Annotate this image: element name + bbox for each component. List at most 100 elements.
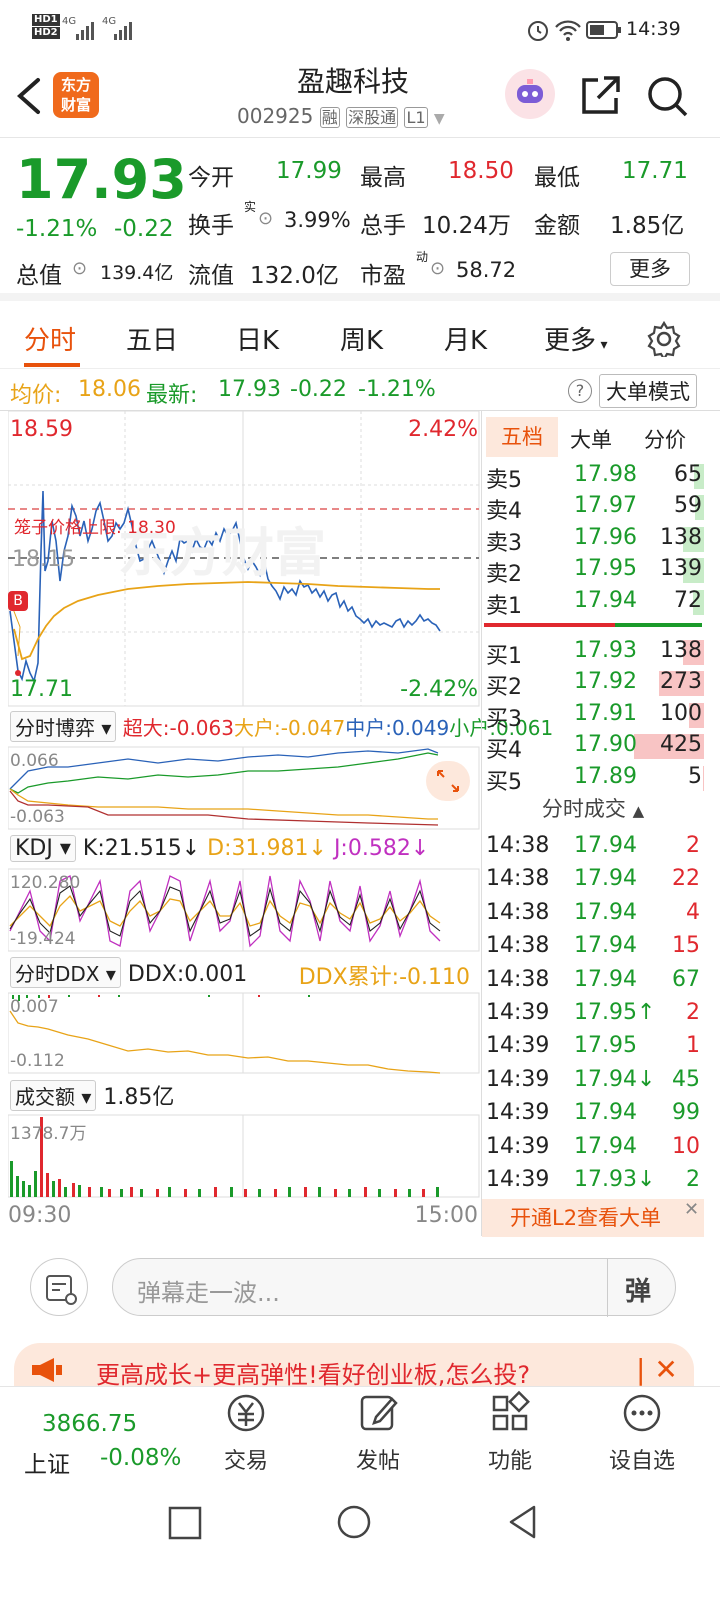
pe-label: 市盈 [360, 263, 406, 289]
watermark: 东方财富 [118, 525, 326, 583]
close-banner-icon[interactable]: | ✕ [636, 1353, 678, 1386]
avg-value: 18.06 [78, 377, 141, 402]
home-icon[interactable] [336, 1504, 372, 1544]
info-icon[interactable]: ⊙ [430, 258, 446, 279]
nav-post[interactable]: 发帖 [328, 1389, 428, 1475]
info-icon[interactable]: ⊙ [72, 258, 88, 279]
buy-level-row[interactable]: 买1 17.93 138 [482, 637, 704, 669]
sell-level-row[interactable]: 卖1 17.94 72 [482, 587, 704, 619]
trade-price: 17.94 [574, 833, 637, 858]
ind2-bottom: -19.424 [10, 929, 76, 949]
trade-volume: 22 [672, 866, 700, 892]
trade-row: 14:38 17.94 4 [482, 898, 704, 931]
info-icon[interactable]: ⊙ [258, 208, 274, 229]
book-tab-bigorder[interactable]: 大单 [570, 428, 612, 452]
sell-level-row[interactable]: 卖3 17.96 138 [482, 524, 704, 556]
tab-daily-k[interactable]: 日K [236, 326, 280, 356]
tab-five-day[interactable]: 五日 [126, 326, 179, 356]
back-nav-icon[interactable] [506, 1504, 540, 1544]
tab-indicator [24, 363, 80, 367]
danmu-toggle-button[interactable]: 弹 [625, 1277, 652, 1307]
level-volume: 65 [674, 462, 702, 487]
level-label: 卖3 [486, 530, 522, 556]
ind3-sum: DDX累计:-0.110 [298, 965, 470, 990]
level-volume: 59 [674, 493, 702, 519]
more-button[interactable]: 更多 [610, 252, 690, 286]
trade-time: 14:39 [486, 1100, 550, 1126]
comment-list-icon[interactable] [30, 1258, 88, 1316]
danmu-input[interactable]: 弹幕走一波... 弹 [112, 1258, 676, 1317]
stock-code-row[interactable]: 002925 融 深股通 L1 ▼ [237, 104, 445, 128]
settings-gear-icon[interactable] [646, 320, 682, 364]
trade-time: 14:38 [486, 933, 550, 959]
close-icon[interactable]: ✕ [684, 1199, 700, 1220]
banner-text: 更高成长+更高弹性!看好创业板,怎么投? [96, 1361, 531, 1389]
level-volume: 5 [688, 763, 702, 789]
trade-volume: 15 [672, 933, 700, 959]
book-tab-five[interactable]: 五档 [486, 417, 558, 457]
ind3-selector[interactable]: 分时DDX ▾ [10, 957, 121, 988]
nav-watchlist[interactable]: 设自选 [592, 1389, 692, 1475]
comment-bar: 弹幕走一波... 弹 [0, 1238, 720, 1342]
level-label: 卖4 [486, 499, 522, 525]
ind1-selector[interactable]: 分时博弈 ▾ [10, 711, 117, 742]
buy-level-row[interactable]: 买3 17.91 100 [482, 700, 704, 732]
tab-monthly-k[interactable]: 月K [444, 326, 488, 356]
trade-row: 14:38 17.94 2 [482, 831, 704, 864]
order-book: 五档 大单 分价 卖5 17.98 65 卖4 17.97 59 卖3 17.96 138 卖2 1… [481, 411, 705, 1237]
sell-level-row[interactable]: 卖5 17.98 65 [482, 461, 704, 493]
float-value: 132.0亿 [250, 263, 339, 289]
trade-row: 14:39 17.94 99 [482, 1098, 704, 1131]
trade-time: 14:38 [486, 899, 550, 925]
trade-price: 17.93↓ [574, 1167, 656, 1192]
float-label: 流值 [188, 263, 234, 289]
tab-weekly-k[interactable]: 周K [340, 326, 384, 356]
trade-icon [227, 1394, 265, 1432]
last-value: 17.93 [218, 377, 281, 402]
l2-promo[interactable]: 开通L2查看大单 [482, 1199, 704, 1237]
trade-volume: 99 [672, 1100, 700, 1126]
turnover-label: 换手 [188, 213, 234, 239]
level-label: 卖1 [486, 593, 522, 619]
low-value: 17.71 [622, 158, 688, 184]
ind4-selector[interactable]: 成交额 ▾ [10, 1080, 97, 1111]
sell-level-row[interactable]: 卖4 17.97 59 [482, 492, 704, 525]
help-icon[interactable]: ? [568, 379, 592, 403]
axis-mid-price: 18.15 [12, 547, 75, 572]
ind2-d: D:31.981↓ [207, 836, 327, 861]
trade-price: 17.94 [574, 933, 637, 959]
nav-function[interactable]: 功能 [460, 1389, 560, 1475]
expand-icon [437, 770, 459, 792]
intraday-chart-area[interactable]: 东方财富 18.59 2.42% 17.71 -2.42% 18.15 笼子价格… [8, 411, 553, 1236]
change-amount: -0.22 [114, 216, 174, 242]
index-name: 上证 [24, 1452, 70, 1478]
robot-assistant-icon[interactable] [505, 69, 555, 119]
app-logo[interactable]: 东方 财富 [53, 72, 99, 118]
alarm-icon [526, 18, 550, 47]
big-order-mode-button[interactable]: 大单模式 [599, 374, 697, 408]
mcap-label: 总值 [16, 263, 62, 289]
trade-volume: 1 [686, 1033, 700, 1059]
system-nav-bar [0, 1476, 720, 1600]
ind1-s2: 大户:-0.047 [233, 716, 346, 740]
buy-level-row[interactable]: 买5 17.89 5 [482, 763, 704, 795]
sell-level-row[interactable]: 卖2 17.95 139 [482, 555, 704, 587]
buy-level-row[interactable]: 买4 17.90 425 [482, 731, 704, 763]
buy-level-row[interactable]: 买2 17.92 273 [482, 668, 704, 700]
buy-marker-icon[interactable]: B [8, 591, 28, 611]
megaphone-icon [30, 1357, 64, 1389]
share-icon[interactable] [578, 74, 622, 122]
level-volume: 425 [660, 732, 702, 758]
margin-tag: 融 [319, 107, 340, 128]
tab-more[interactable]: 更多 ▾ [544, 326, 608, 356]
nav-trade[interactable]: 交易 [196, 1389, 296, 1475]
back-icon[interactable] [12, 74, 46, 122]
trade-row: 14:39 17.93↓ 2 [482, 1165, 704, 1198]
tab-intraday[interactable]: 分时 [24, 326, 77, 356]
trades-header[interactable]: 分时成交 ▲ [541, 797, 645, 821]
trade-row: 14:39 17.94↓ 45 [482, 1065, 704, 1098]
ind2-selector[interactable]: KDJ ▾ [10, 835, 76, 862]
search-icon[interactable] [645, 74, 689, 122]
book-tab-price[interactable]: 分价 [644, 428, 686, 452]
recent-apps-icon[interactable] [168, 1506, 202, 1544]
